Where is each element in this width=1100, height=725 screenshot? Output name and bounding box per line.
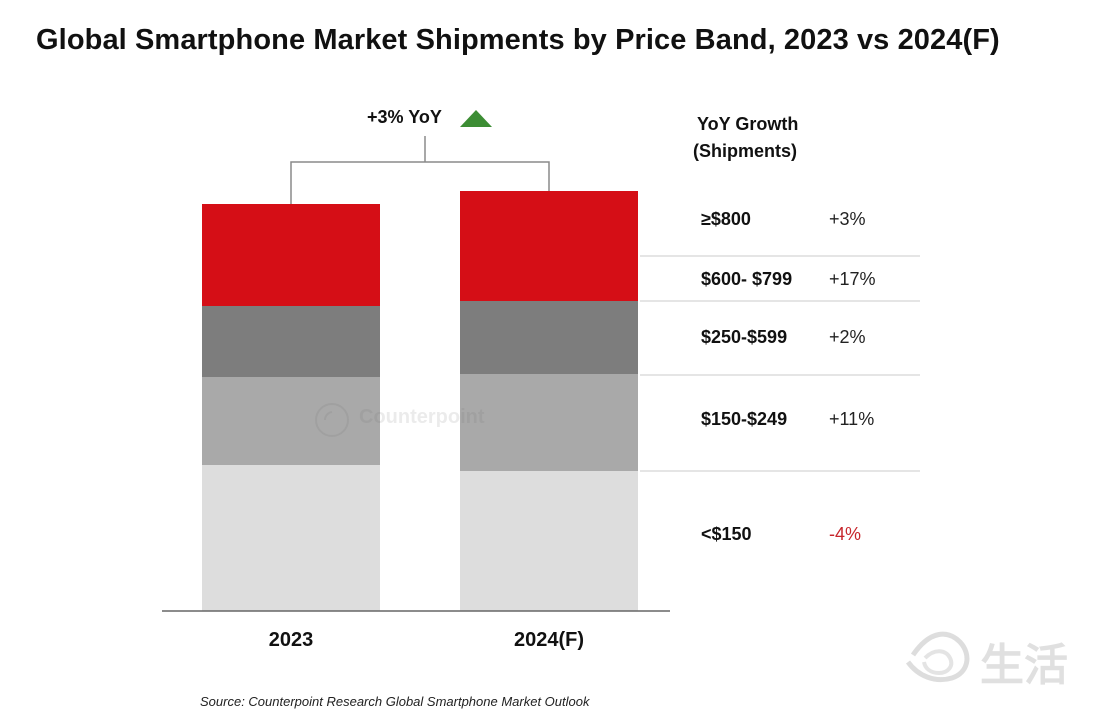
bar-segment-1-2 <box>460 301 638 374</box>
center-watermark: Counterpoint <box>315 403 485 437</box>
bar-segment-0-0 <box>202 465 380 611</box>
category-label-0: 2023 <box>269 629 314 651</box>
bar-segment-1-1 <box>460 374 638 471</box>
growth-band-label-3: $150-$249 <box>701 409 787 429</box>
growth-header-line-2: (Shipments) <box>693 141 797 161</box>
counterpoint-watermark-text: Counterpoint <box>359 406 485 428</box>
yoy-bracket <box>290 161 550 204</box>
bar-segment-0-2 <box>202 306 380 377</box>
source-note: Source: Counterpoint Research Global Sma… <box>200 694 591 709</box>
growth-value-1: +17% <box>829 269 876 289</box>
category-label-1: 2024(F) <box>514 629 584 651</box>
growth-value-3: +11% <box>829 409 874 429</box>
swirl-logo-icon <box>905 631 970 683</box>
yoy-annotation: +3% YoY <box>367 107 442 127</box>
chart-title: Global Smartphone Market Shipments by Pr… <box>36 24 1000 56</box>
growth-value-2: +2% <box>829 327 866 347</box>
bar-segment-1-4 <box>460 191 638 301</box>
swirl-logo-icon-inner <box>922 649 954 676</box>
corner-watermark: 生活 <box>905 631 1068 691</box>
growth-band-label-4: <$150 <box>701 524 752 544</box>
growth-band-label-1: $600- $799 <box>701 269 792 289</box>
growth-band-label-0: ≥$800 <box>701 209 751 229</box>
growth-value-0: +3% <box>829 209 866 229</box>
growth-band-label-2: $250-$599 <box>701 327 787 347</box>
corner-mark: 生活 <box>980 640 1068 691</box>
growth-header-line-1: YoY Growth <box>697 114 798 134</box>
bar-segment-0-4 <box>202 204 380 306</box>
bar-segment-1-0 <box>460 471 638 611</box>
up-arrow-icon <box>460 110 492 127</box>
bar-segment-0-1 <box>202 377 380 465</box>
growth-value-4: -4% <box>829 524 861 544</box>
